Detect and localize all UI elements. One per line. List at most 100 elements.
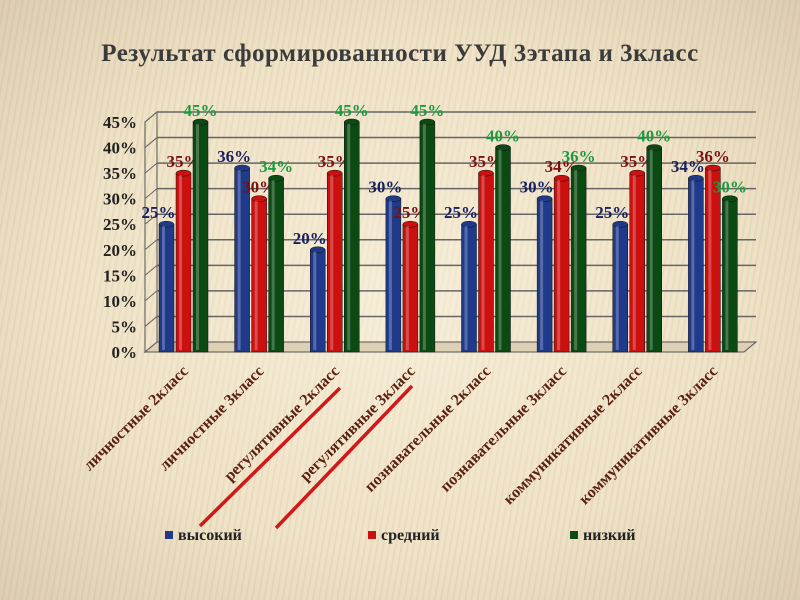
bar-highlight	[649, 149, 653, 350]
y-axis-wall	[144, 110, 158, 354]
gridline-depth	[144, 341, 158, 353]
data-label: 35%	[318, 152, 352, 171]
bar-highlight	[405, 226, 409, 350]
y-tick-label: 25%	[103, 215, 137, 234]
bar-средний	[553, 177, 570, 353]
data-label: 34%	[545, 157, 579, 176]
data-label: 45%	[335, 101, 369, 120]
bar-cap	[478, 169, 494, 177]
data-label: 25%	[142, 203, 176, 222]
bar-cap	[251, 195, 267, 202]
bar-highlight	[196, 124, 199, 350]
x-tick-label: познавательные 3класс	[437, 363, 570, 496]
gridline-depth	[144, 239, 158, 251]
bar-cap	[344, 118, 360, 126]
bar-средний	[402, 223, 419, 353]
data-label: 35%	[469, 152, 503, 171]
bar-highlight	[725, 200, 729, 350]
gridline-depth	[144, 188, 158, 200]
y-tick-label: 20%	[103, 241, 137, 260]
data-label: 30%	[242, 178, 276, 197]
data-label: 25%	[393, 203, 427, 222]
y-tick-label: 30%	[103, 190, 137, 209]
bar-низкий	[192, 121, 209, 353]
legend-label: низкий	[583, 527, 636, 544]
gridline-depth	[144, 213, 158, 225]
y-tick-label: 5%	[112, 317, 138, 336]
bar-cap	[646, 144, 662, 151]
bar-highlight	[557, 180, 561, 350]
bar-высокий	[310, 249, 326, 353]
gridline-depth	[144, 316, 158, 327]
bar-средний	[629, 172, 645, 353]
bar-highlight	[481, 175, 485, 350]
data-label: 34%	[259, 157, 293, 176]
bar-низкий	[646, 147, 662, 353]
x-tick-label: познавательные 2класс	[362, 363, 495, 496]
bar-highlight	[313, 251, 317, 350]
bar-highlight	[237, 170, 241, 350]
bar-cap	[268, 174, 284, 182]
bar-низкий	[495, 147, 511, 353]
data-label: 25%	[595, 203, 629, 222]
gridline-depth	[144, 290, 158, 302]
bar-высокий	[461, 223, 477, 353]
bar-средний	[175, 172, 192, 353]
bar-cap	[234, 164, 250, 172]
bar-низкий	[570, 167, 587, 353]
bar-highlight	[388, 200, 392, 350]
bar-средний	[251, 198, 267, 353]
legend-label: высокий	[178, 527, 242, 544]
gridline-depth	[144, 137, 158, 148]
bar-cap	[705, 164, 721, 172]
bar-highlight	[632, 175, 636, 350]
data-label: 36%	[217, 147, 251, 166]
bar-средний	[478, 172, 494, 353]
bar-highlight	[271, 180, 275, 350]
bar-highlight	[540, 200, 544, 350]
red-strike-line	[198, 386, 342, 528]
data-label: 25%	[444, 203, 478, 222]
legend-swatch	[368, 531, 376, 539]
bar-высокий	[536, 198, 553, 353]
bar-cap	[310, 246, 326, 254]
bar-highlight	[691, 180, 695, 350]
bar-низкий	[722, 198, 738, 353]
y-tick-label: 15%	[103, 266, 137, 285]
bar-highlight	[708, 170, 712, 350]
bar-highlight	[498, 149, 502, 350]
y-tick-label: 45%	[103, 113, 137, 132]
x-tick-label: коммуникативные 2класс	[500, 363, 645, 508]
data-label: 45%	[410, 101, 444, 120]
bar-низкий	[268, 177, 284, 353]
bar-cap	[612, 220, 628, 228]
data-label: 40%	[637, 127, 671, 146]
bar-highlight	[254, 200, 258, 350]
y-tick-label: 35%	[103, 164, 137, 183]
data-label: 35%	[167, 152, 201, 171]
bar-highlight	[464, 226, 468, 350]
bar-highlight	[179, 175, 182, 350]
gridline-depth	[144, 264, 158, 276]
bar-cap	[327, 169, 343, 177]
bar-высокий	[158, 223, 175, 353]
bar-highlight	[330, 175, 334, 350]
bar-highlight	[162, 226, 165, 350]
bar-highlight	[574, 170, 578, 350]
bar-cap	[419, 118, 436, 126]
data-label: 40%	[486, 127, 520, 146]
bar-highlight	[615, 226, 619, 350]
gridline-depth	[144, 162, 158, 174]
bar-cap	[192, 118, 209, 126]
data-label: 36%	[562, 147, 596, 166]
bar-низкий	[344, 121, 360, 353]
bar-cap	[495, 144, 511, 151]
y-tick-label: 0%	[112, 343, 138, 362]
bar-cap	[570, 164, 587, 172]
bar-cap	[402, 220, 419, 228]
data-label: 30%	[368, 178, 402, 197]
bar-высокий	[688, 177, 704, 353]
bar-cap	[158, 220, 175, 228]
data-label: 45%	[184, 101, 218, 120]
